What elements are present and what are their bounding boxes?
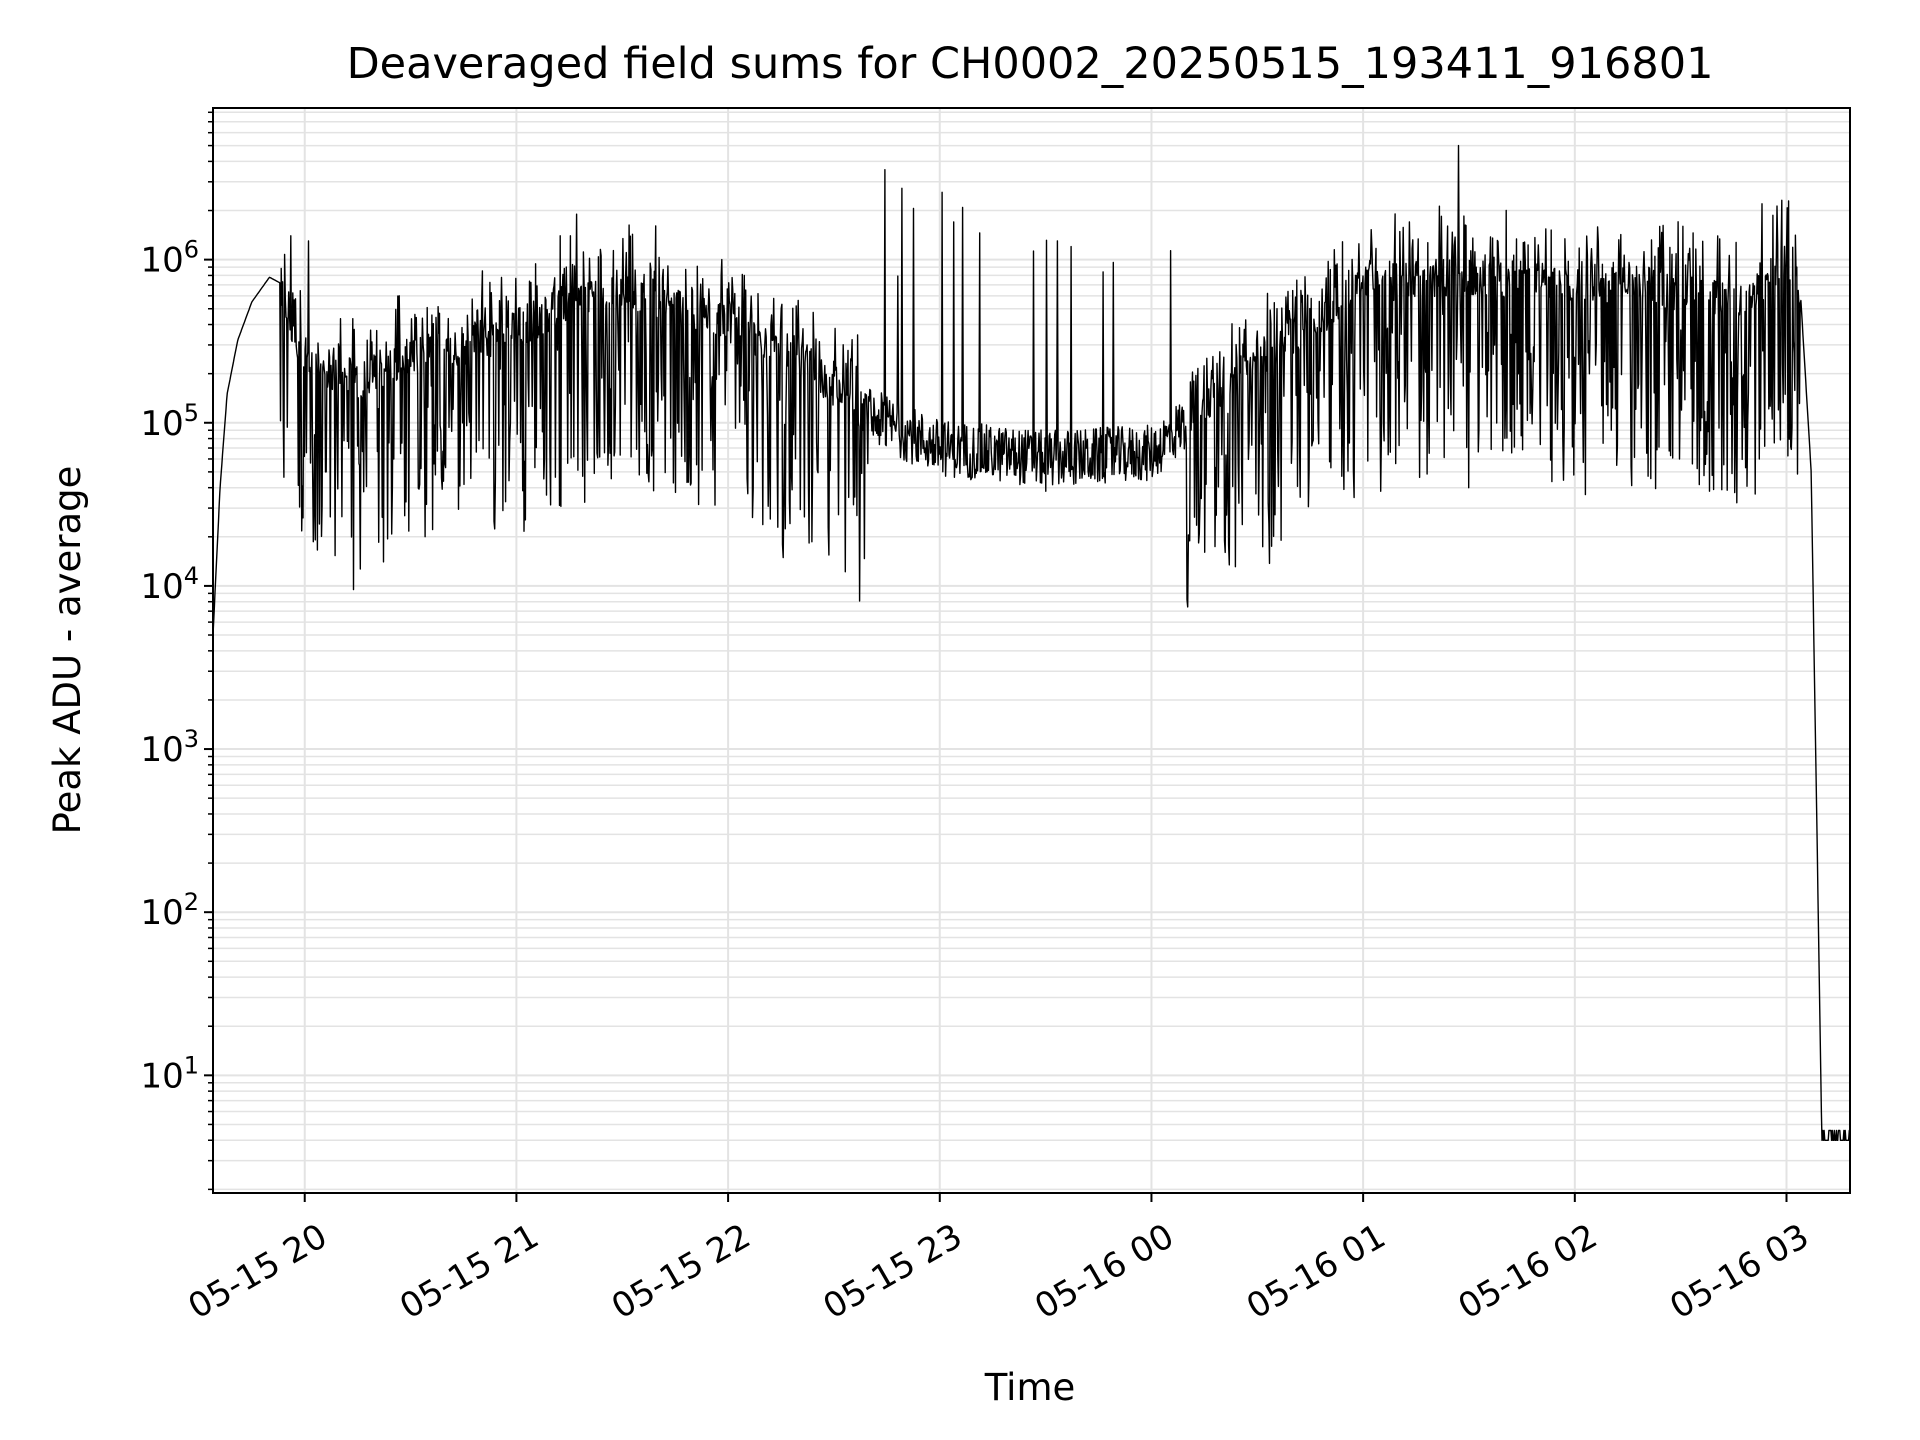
chart-title: Deaveraged field sums for CH0002_2025051…: [347, 39, 1714, 89]
y-tick-label: 105: [140, 399, 199, 444]
series-layer: [212, 144, 1851, 1141]
x-axis-label: Time: [984, 1366, 1076, 1409]
y-tick-label: 104: [140, 562, 199, 607]
y-tick-label: 106: [140, 236, 199, 281]
y-tick-label: 102: [140, 888, 199, 933]
y-tick-label: 101: [140, 1051, 199, 1096]
series-line: [212, 144, 1851, 1141]
y-tick-label: 103: [140, 725, 199, 770]
y-axis-label: Peak ADU - average: [46, 466, 89, 835]
y-axis: 101 102 103 104 105 106: [140, 111, 213, 1191]
